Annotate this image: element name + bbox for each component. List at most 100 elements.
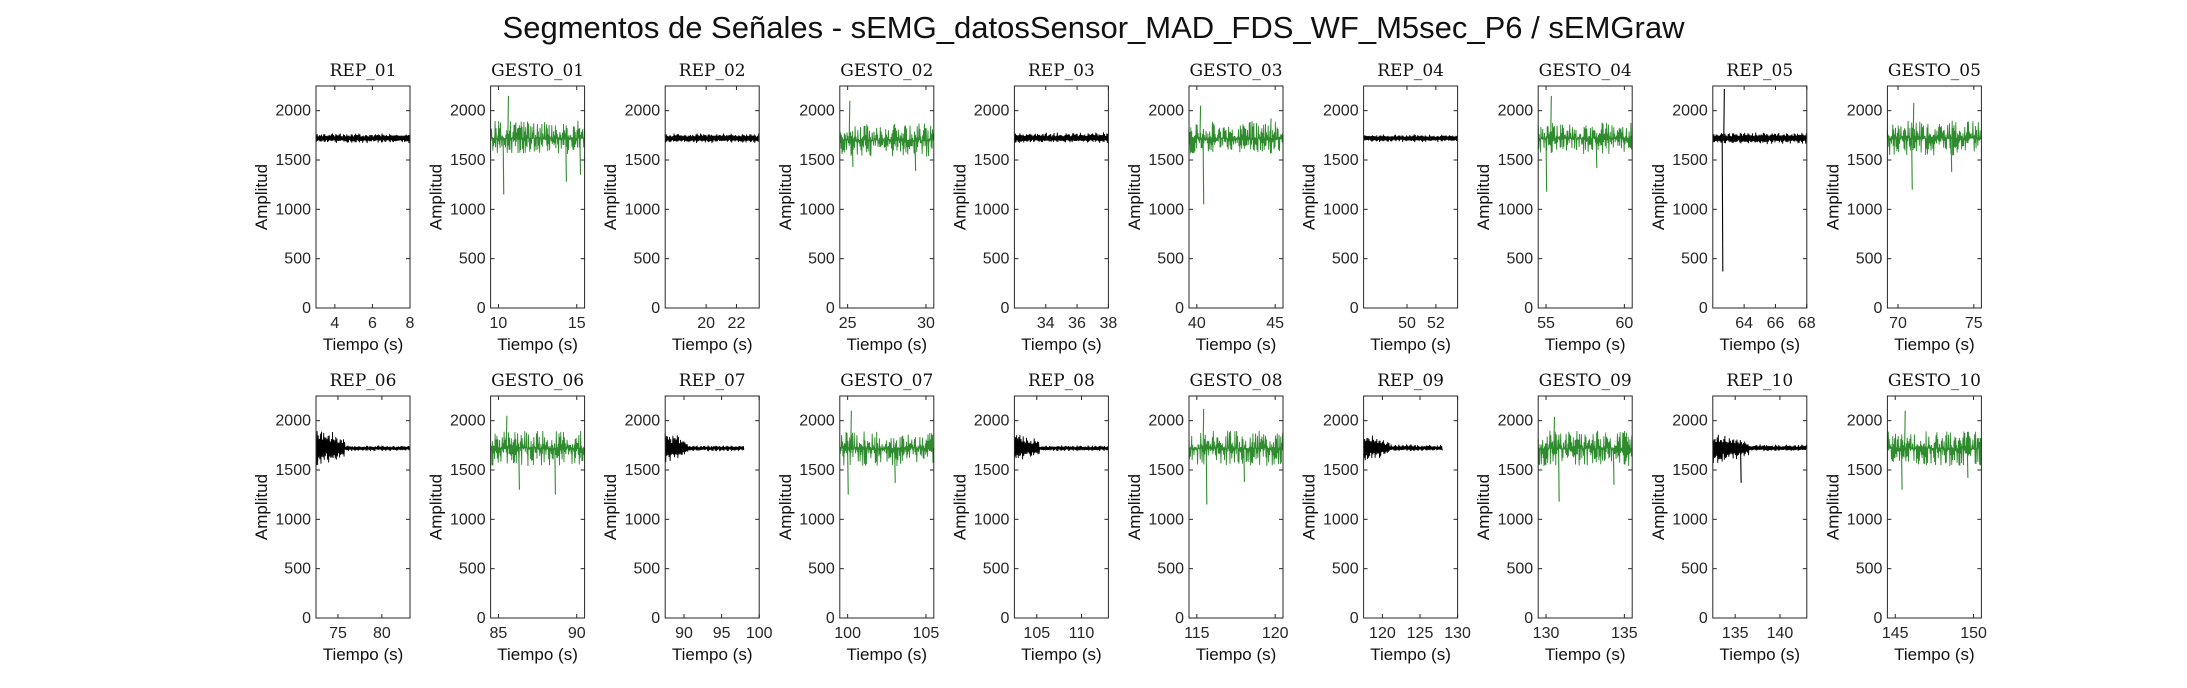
x-tick-label: 55: [1537, 315, 1555, 332]
y-tick-label: 500: [1681, 561, 1708, 578]
x-axis-label: Tiempo (s): [1894, 645, 1975, 664]
x-axis-label: Tiempo (s): [1894, 335, 1975, 354]
y-tick-label: 1500: [1847, 152, 1883, 169]
y-tick-label: 500: [459, 251, 486, 268]
x-tick-label: 22: [728, 315, 746, 332]
subplot-title: GESTO_06: [491, 371, 584, 391]
y-tick-label: 500: [633, 561, 660, 578]
series-spike: [507, 95, 509, 139]
y-tick-label: 1500: [625, 462, 661, 479]
y-tick-label: 500: [1332, 561, 1359, 578]
axes-box: [664, 395, 760, 619]
y-tick-label: 1000: [1148, 511, 1184, 528]
subplot-gesto-09: GESTO_09 0 500 1000 1500 2000 130 135 Tiempo (s)…: [1474, 371, 1638, 664]
y-tick-label: 0: [1000, 300, 1009, 317]
y-tick-label: 1000: [1847, 511, 1883, 528]
y-tick-label: 1000: [799, 511, 835, 528]
y-tick-label: 0: [1873, 610, 1882, 627]
series-spike: [1911, 138, 1913, 190]
x-tick-label: 6: [368, 315, 377, 332]
series-line-rep: [315, 133, 410, 144]
figure-title: Segmentos de Señales - sEMG_datosSensor_…: [502, 10, 1685, 45]
subplot-rep-09: REP_09 0 500 1000 1500 2000 120 125 130 Tiempo (s…: [1300, 371, 1471, 664]
subplot-title: GESTO_10: [1888, 371, 1981, 391]
series-spike: [1545, 138, 1548, 192]
y-tick-label: 2000: [625, 413, 661, 430]
x-tick-label: 52: [1427, 315, 1445, 332]
subplot-title: REP_04: [1377, 61, 1444, 81]
y-tick-label: 500: [1681, 251, 1708, 268]
x-tick-label: 30: [917, 315, 935, 332]
subplot-rep-07: REP_07 0 500 1000 1500 2000 90 95 100 Tiempo (s) A…: [601, 371, 772, 664]
y-tick-label: 0: [826, 610, 835, 627]
subplot-title: GESTO_09: [1539, 371, 1632, 391]
subplot-title: REP_10: [1726, 371, 1793, 391]
y-tick-label: 500: [284, 251, 311, 268]
series-line-rep: [664, 133, 760, 144]
y-tick-label: 2000: [974, 413, 1010, 430]
y-tick-label: 1000: [799, 201, 835, 218]
axes-box: [1712, 395, 1808, 619]
x-tick-label: 75: [1965, 315, 1983, 332]
y-tick-label: 1000: [625, 201, 661, 218]
y-tick-label: 0: [651, 610, 660, 627]
x-tick-label: 85: [490, 625, 508, 642]
y-axis-label: Amplitud: [427, 164, 446, 230]
x-tick-label: 95: [713, 625, 731, 642]
y-axis-label: Amplitud: [601, 164, 620, 230]
y-tick-label: 0: [1873, 300, 1882, 317]
subplot-gesto-07: GESTO_07 0 500 1000 1500 2000 100 105 Tiempo (s)…: [776, 371, 940, 664]
y-tick-label: 1500: [1847, 462, 1883, 479]
x-tick-label: 140: [1767, 625, 1794, 642]
x-axis-label: Tiempo (s): [1021, 335, 1102, 354]
axes-box: [315, 395, 411, 619]
y-axis-label: Amplitud: [776, 474, 795, 540]
series-spike: [1904, 410, 1906, 449]
y-tick-label: 2000: [1498, 103, 1534, 120]
y-tick-label: 2000: [275, 413, 311, 430]
axes-box: [1013, 85, 1109, 309]
x-tick-label: 105: [1023, 625, 1050, 642]
y-tick-label: 1000: [1148, 201, 1184, 218]
y-tick-label: 1000: [275, 201, 311, 218]
series-spike: [847, 448, 849, 495]
y-tick-label: 0: [1350, 610, 1359, 627]
series-spike: [1912, 102, 1915, 139]
series-spike: [1900, 448, 1903, 490]
y-tick-label: 500: [1856, 561, 1883, 578]
y-axis-label: Amplitud: [950, 164, 969, 230]
y-tick-label: 1000: [450, 511, 486, 528]
x-tick-label: 45: [1266, 315, 1284, 332]
series-spike: [1740, 448, 1742, 483]
series-line-gesto: [1886, 431, 1982, 467]
series-spike: [1269, 118, 1272, 139]
y-tick-label: 500: [983, 561, 1010, 578]
y-tick-label: 1500: [1323, 152, 1359, 169]
y-axis-label: Amplitud: [1125, 474, 1144, 540]
subplot-gesto-02: GESTO_02 0 500 1000 1500 2000 25 30 Tiempo (s) Am…: [776, 61, 935, 354]
y-tick-label: 500: [1856, 251, 1883, 268]
y-tick-label: 500: [284, 561, 311, 578]
y-tick-label: 0: [477, 610, 486, 627]
y-tick-label: 1000: [1323, 201, 1359, 218]
x-tick-label: 135: [1722, 625, 1749, 642]
y-axis-label: Amplitud: [1649, 474, 1668, 540]
subplot-title: REP_01: [330, 61, 397, 81]
x-tick-label: 20: [697, 315, 715, 332]
y-tick-label: 2000: [450, 413, 486, 430]
y-tick-label: 500: [983, 251, 1010, 268]
y-tick-label: 2000: [1498, 413, 1534, 430]
axes-box: [490, 395, 586, 619]
y-tick-label: 1000: [974, 201, 1010, 218]
y-tick-label: 1000: [275, 511, 311, 528]
x-tick-label: 90: [568, 625, 586, 642]
subplot-title: GESTO_07: [840, 371, 933, 391]
y-axis-label: Amplitud: [1300, 164, 1319, 230]
series-spike: [914, 140, 917, 171]
y-axis-label: Amplitud: [427, 474, 446, 540]
y-tick-label: 0: [302, 300, 311, 317]
series-line-gesto: [1886, 120, 1982, 156]
subplot-title: REP_02: [679, 61, 746, 81]
series-spike: [1243, 448, 1245, 482]
x-tick-label: 15: [568, 315, 586, 332]
